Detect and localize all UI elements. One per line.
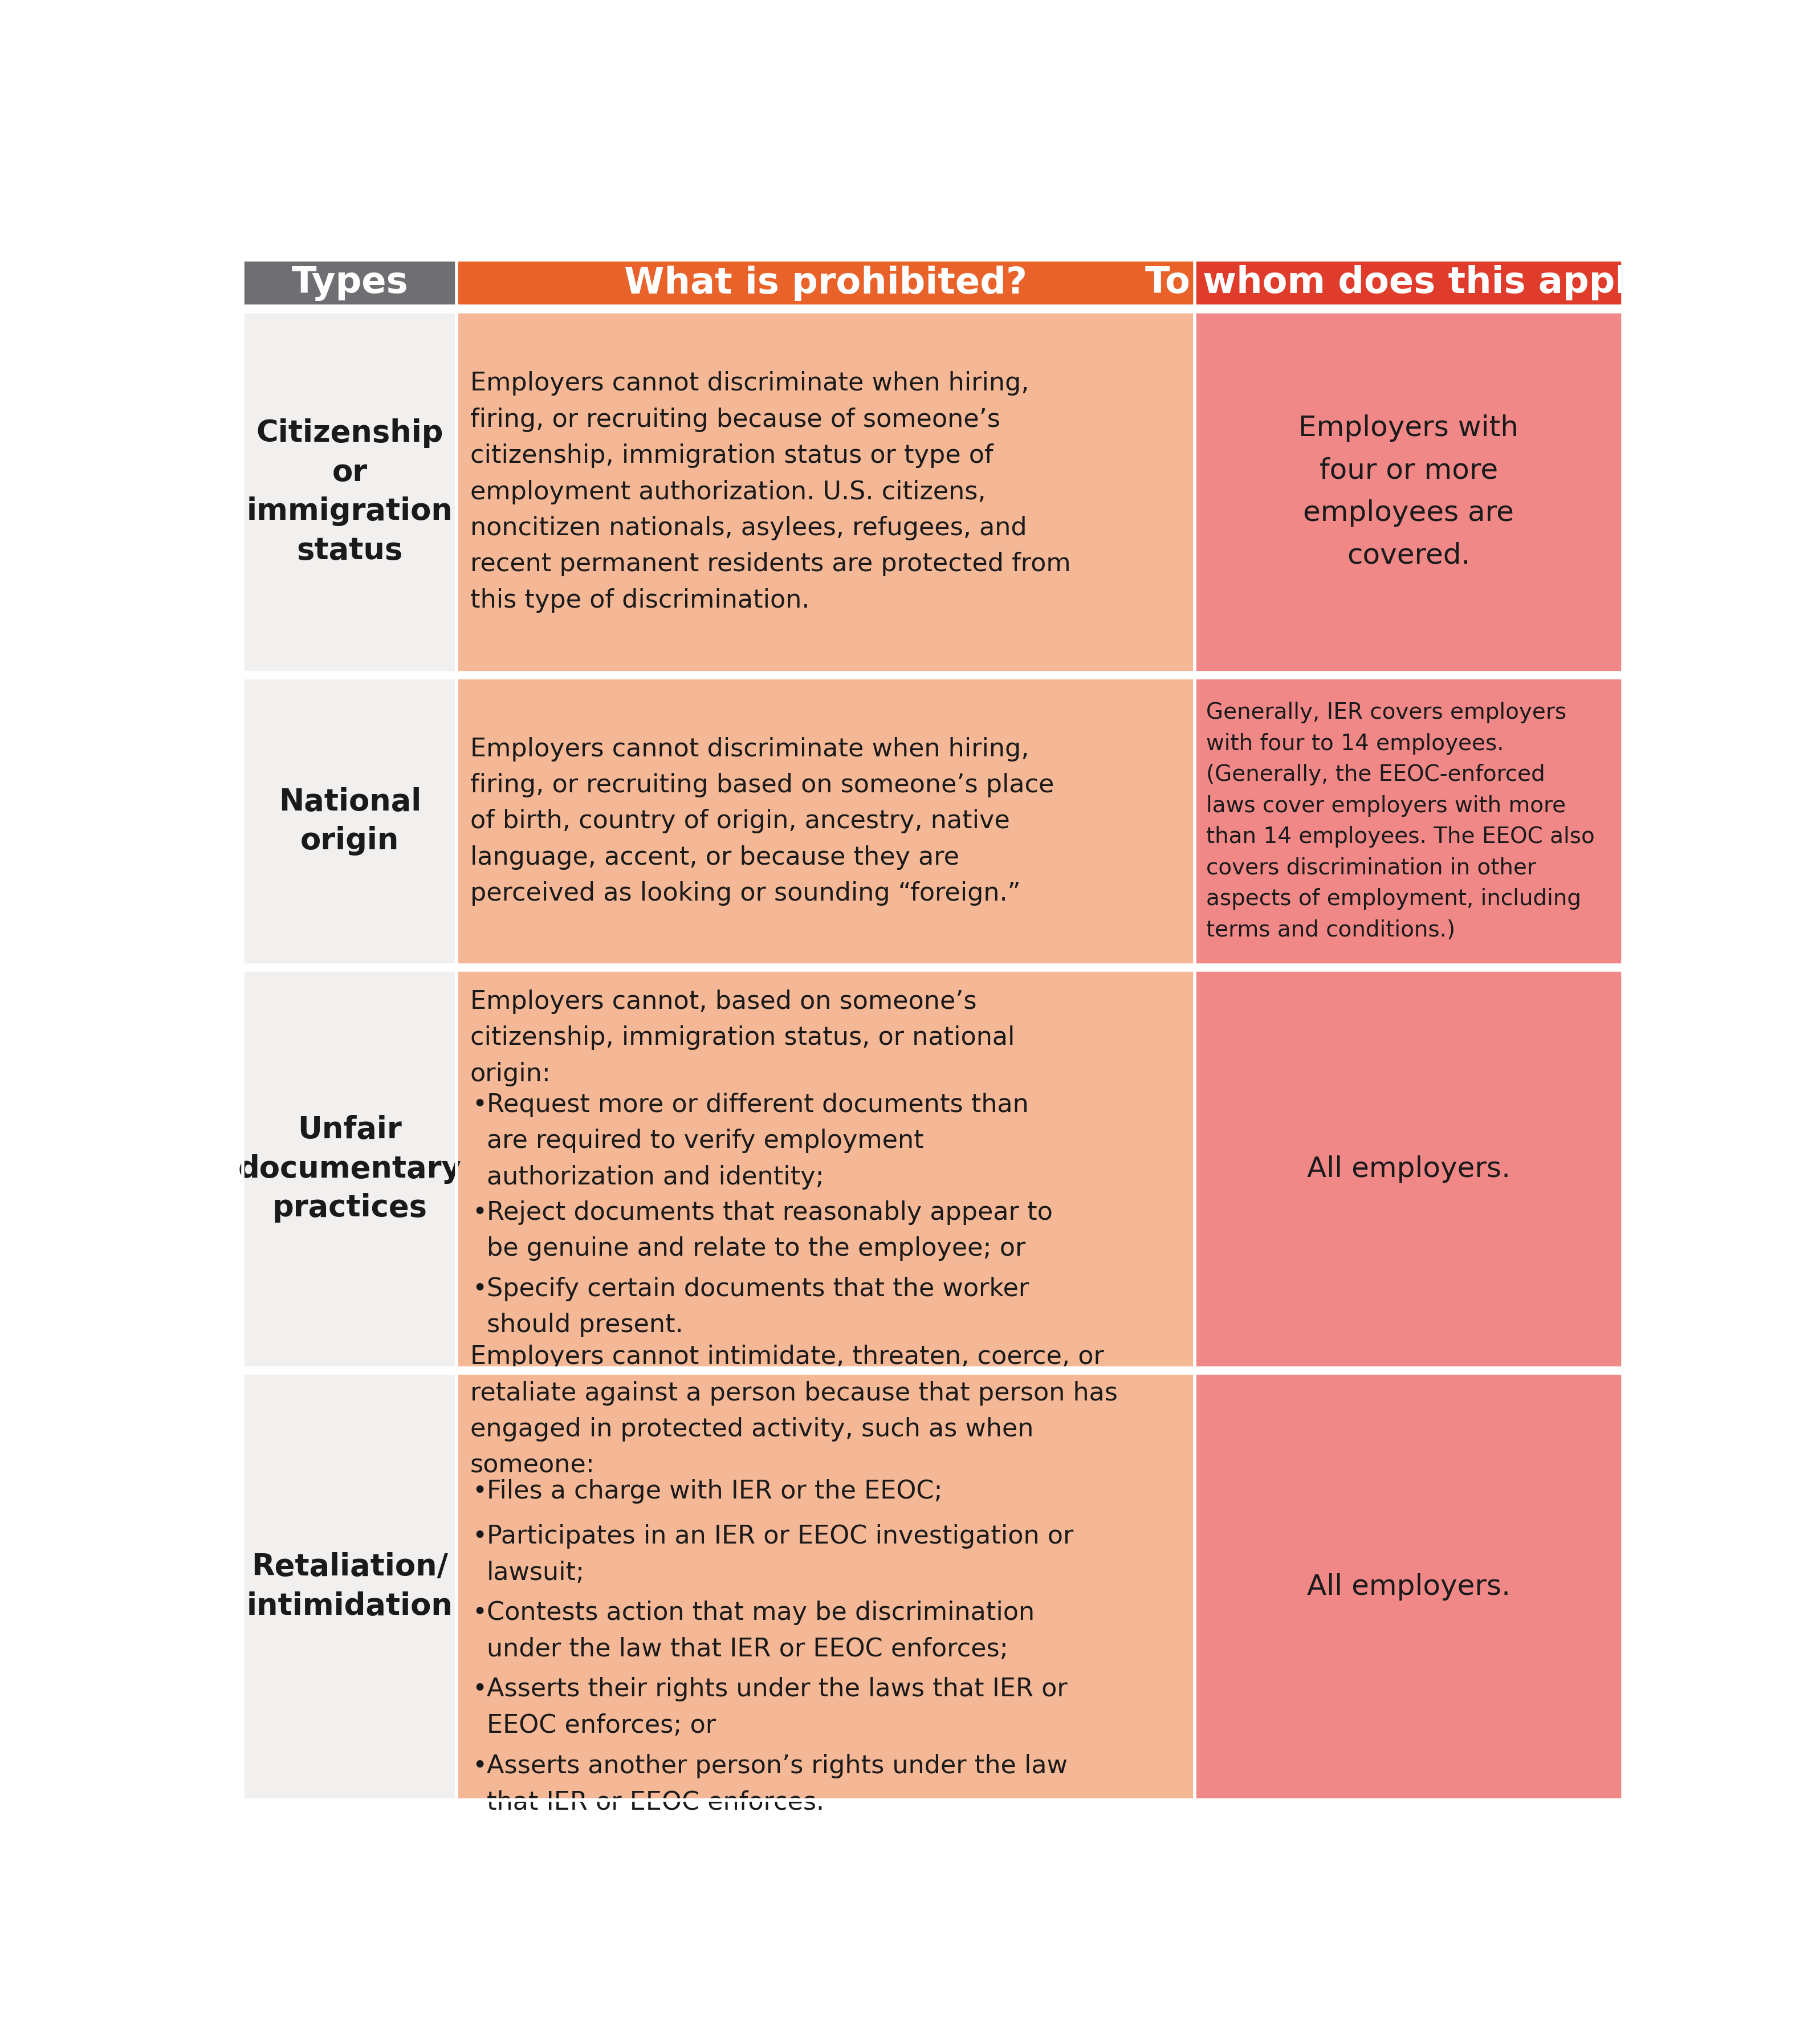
Text: •: • bbox=[471, 1601, 488, 1626]
Bar bbox=[457, 261, 1196, 306]
Text: Citizenship
or
immigration
status: Citizenship or immigration status bbox=[248, 418, 453, 565]
Bar bbox=[1196, 312, 1623, 673]
Text: •: • bbox=[471, 1479, 488, 1503]
Bar bbox=[457, 971, 1196, 1369]
Text: All employers.: All employers. bbox=[1307, 1155, 1511, 1183]
Bar bbox=[242, 677, 457, 965]
Text: •: • bbox=[471, 1093, 488, 1118]
Text: •: • bbox=[471, 1754, 488, 1779]
Text: Reject documents that reasonably appear to
be genuine and relate to the employee: Reject documents that reasonably appear … bbox=[486, 1200, 1052, 1261]
Bar bbox=[457, 1373, 1196, 1799]
Bar bbox=[242, 261, 457, 306]
Text: All employers.: All employers. bbox=[1307, 1573, 1511, 1599]
Text: Employers cannot intimidate, threaten, coerce, or
retaliate against a person bec: Employers cannot intimidate, threaten, c… bbox=[470, 1344, 1117, 1477]
Bar bbox=[242, 971, 457, 1369]
Text: To whom does this apply?: To whom does this apply? bbox=[1145, 265, 1673, 302]
Text: Participates in an IER or EEOC investigation or
lawsuit;: Participates in an IER or EEOC investiga… bbox=[486, 1524, 1074, 1585]
Text: Employers cannot discriminate when hiring,
firing, or recruiting based on someon: Employers cannot discriminate when hirin… bbox=[470, 736, 1054, 906]
Text: Files a charge with IER or the EEOC;: Files a charge with IER or the EEOC; bbox=[486, 1479, 943, 1503]
Text: Unfair
documentary
practices: Unfair documentary practices bbox=[238, 1116, 462, 1222]
Bar bbox=[1196, 677, 1623, 965]
Text: •: • bbox=[471, 1277, 488, 1302]
Text: Employers with
four or more
employees are
covered.: Employers with four or more employees ar… bbox=[1299, 414, 1518, 569]
Text: Employers cannot, based on someone’s
citizenship, immigration status, or nationa: Employers cannot, based on someone’s cit… bbox=[470, 989, 1014, 1087]
Bar bbox=[1196, 261, 1623, 306]
Text: Contests action that may be discrimination
under the law that IER or EEOC enforc: Contests action that may be discriminati… bbox=[486, 1601, 1036, 1661]
Text: Generally, IER covers employers
with four to 14 employees.
(Generally, the EEOC-: Generally, IER covers employers with fou… bbox=[1207, 702, 1594, 940]
Text: Specify certain documents that the worker
should present.: Specify certain documents that the worke… bbox=[486, 1277, 1028, 1338]
Text: Retaliation/
intimidation: Retaliation/ intimidation bbox=[248, 1552, 453, 1622]
Bar bbox=[457, 677, 1196, 965]
Bar bbox=[1196, 971, 1623, 1369]
Text: National
origin: National origin bbox=[278, 787, 420, 855]
Text: Employers cannot discriminate when hiring,
firing, or recruiting because of some: Employers cannot discriminate when hirin… bbox=[470, 371, 1070, 612]
Text: Types: Types bbox=[291, 265, 408, 300]
Text: Request more or different documents than
are required to verify employment
autho: Request more or different documents than… bbox=[486, 1093, 1028, 1189]
Text: Asserts their rights under the laws that IER or
EEOC enforces; or: Asserts their rights under the laws that… bbox=[486, 1677, 1068, 1738]
Text: •: • bbox=[471, 1677, 488, 1701]
Bar bbox=[457, 312, 1196, 673]
Text: Asserts another person’s rights under the law
that IER or EEOC enforces.: Asserts another person’s rights under th… bbox=[486, 1754, 1068, 1814]
Text: What is prohibited?: What is prohibited? bbox=[624, 265, 1026, 300]
Bar bbox=[242, 312, 457, 673]
Bar bbox=[242, 1373, 457, 1799]
Text: •: • bbox=[471, 1200, 488, 1224]
Text: •: • bbox=[471, 1524, 488, 1548]
Bar bbox=[1196, 1373, 1623, 1799]
